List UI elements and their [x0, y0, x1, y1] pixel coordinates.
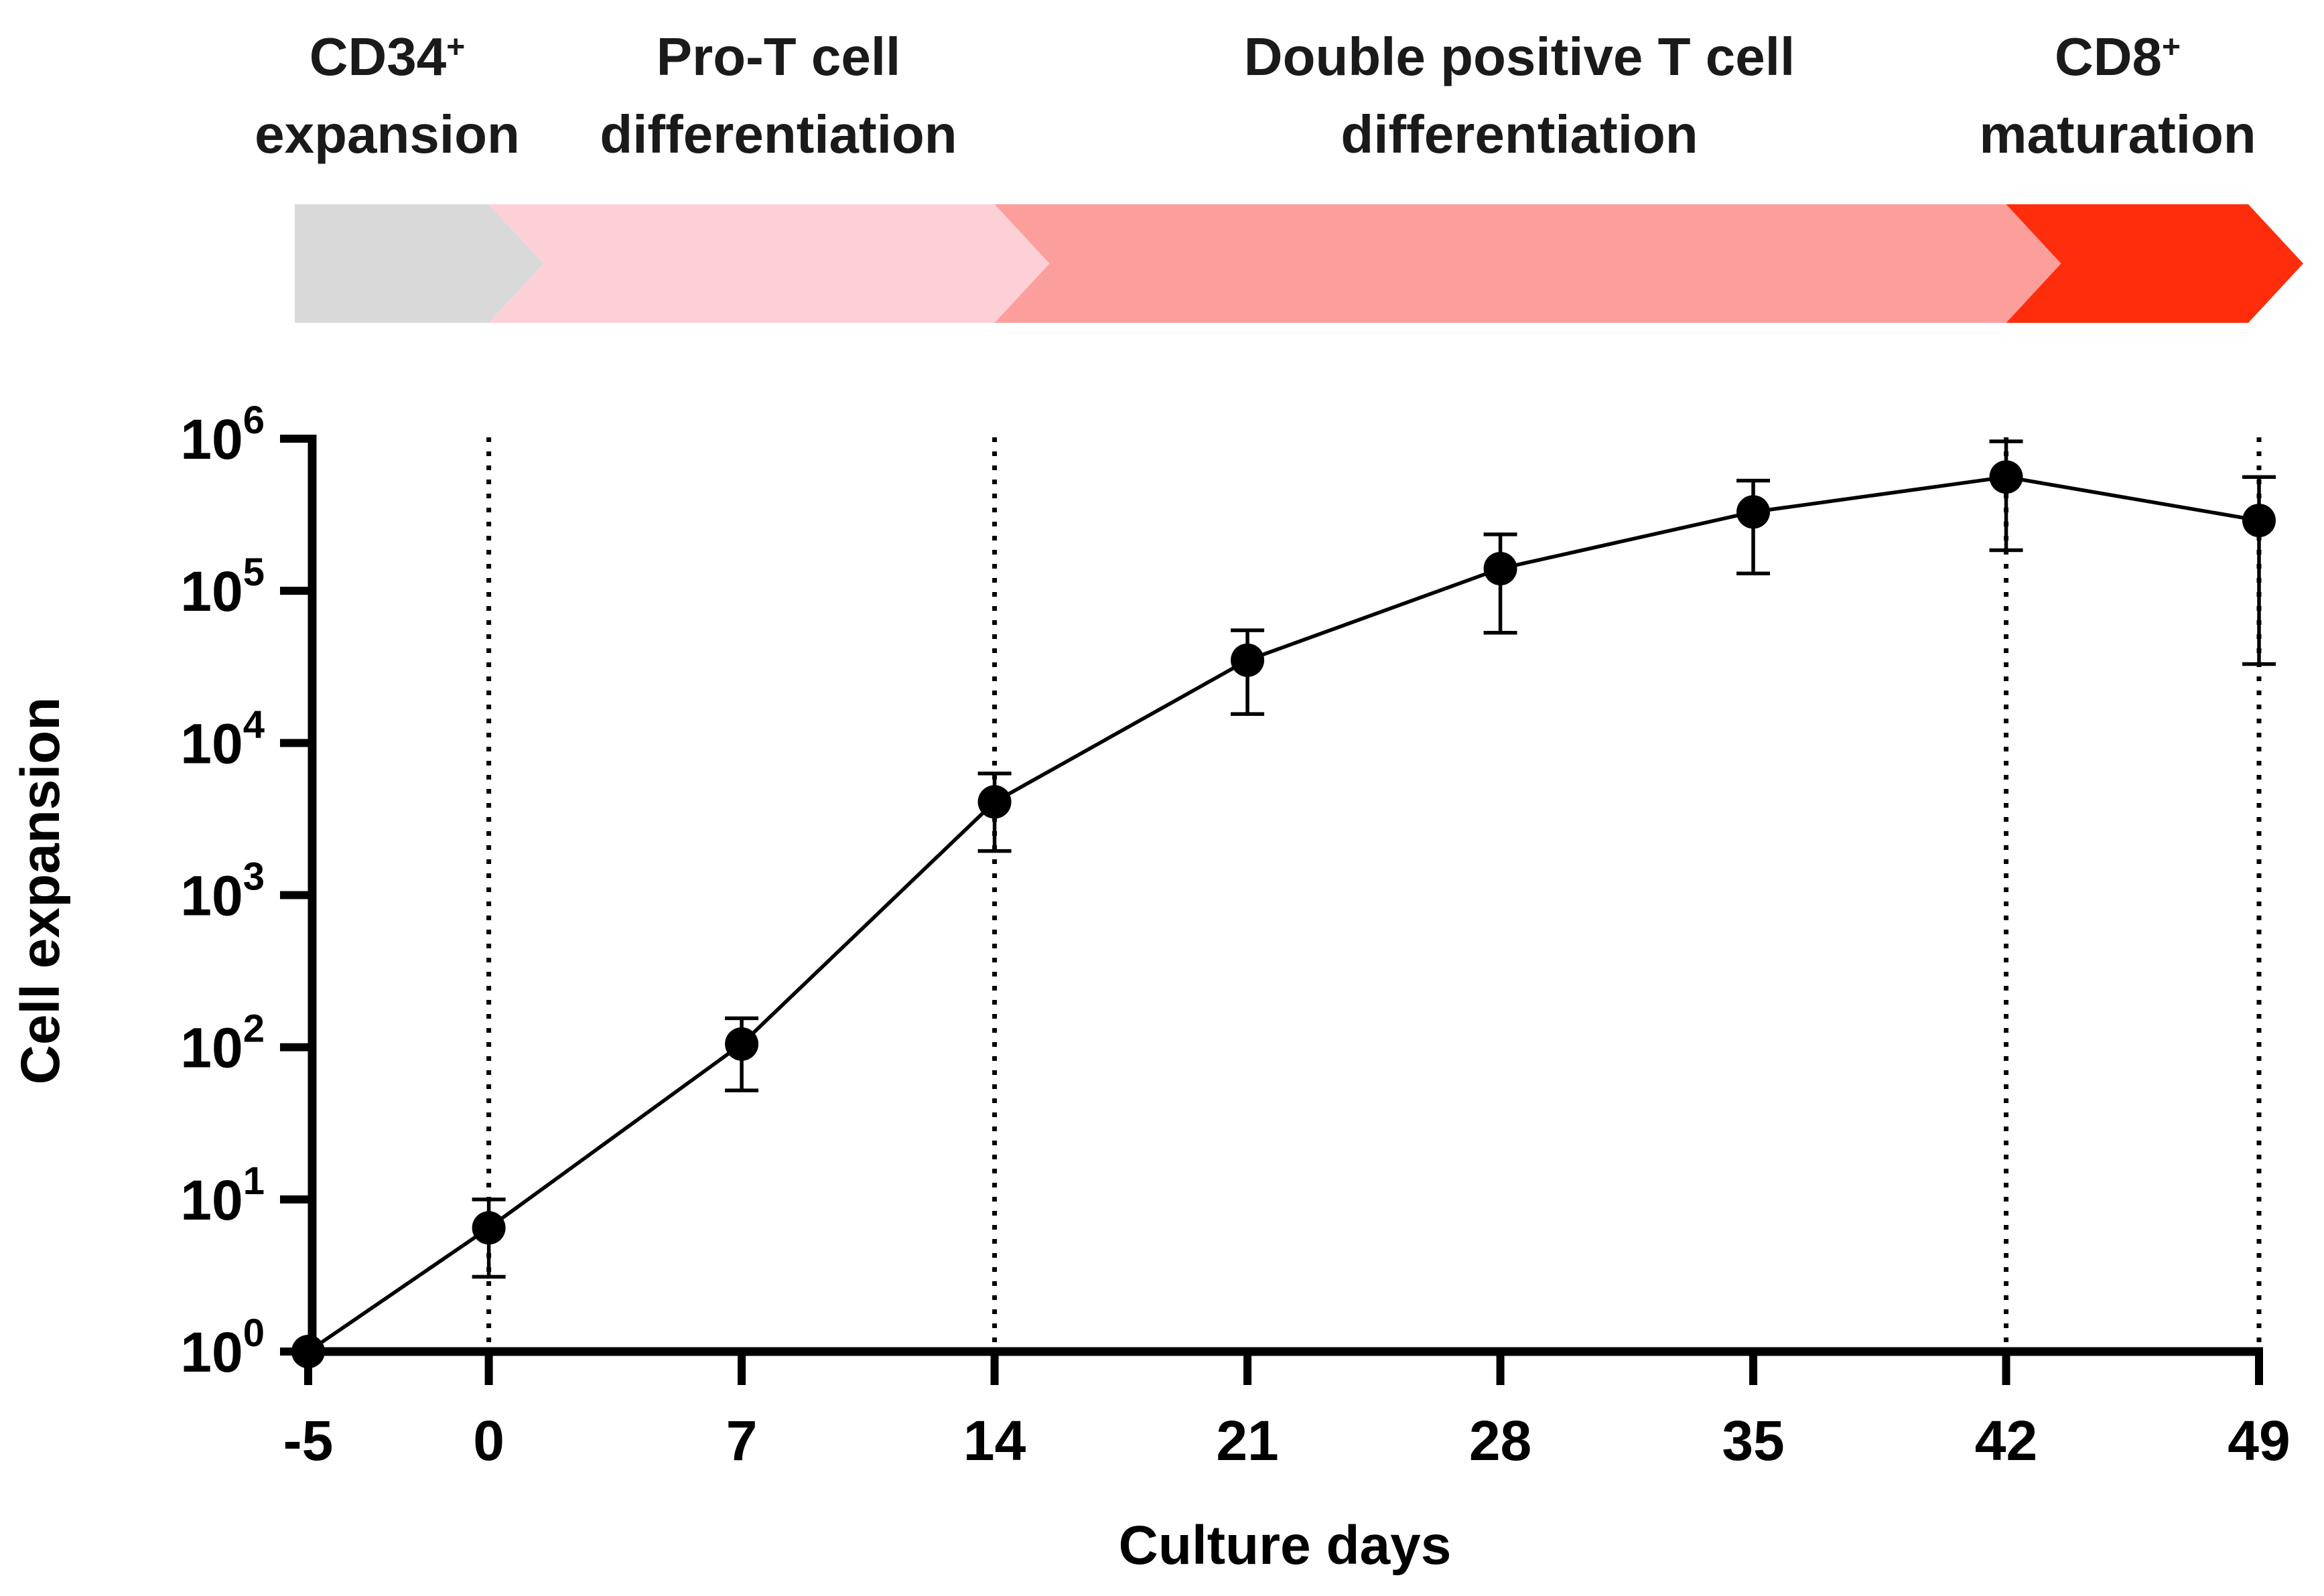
x-tick-label-6: 35 — [1722, 1409, 1784, 1472]
y-axis-ticks: 100 101 102 103 104 105 106 — [180, 398, 312, 1384]
phase-label-pro-t-line2: differentiation — [600, 104, 957, 164]
phase-arrow-pro-t-cell — [488, 204, 1050, 323]
phase-label-double-positive-line2: differentiation — [1341, 104, 1698, 164]
y-tick-label-2: 102 — [180, 1007, 265, 1080]
x-tick-label-8: 49 — [2228, 1409, 2290, 1472]
x-axis-title: Culture days — [1119, 1515, 1452, 1576]
phase-arrow-double-positive — [994, 204, 2061, 323]
y-tick-label-6: 106 — [180, 398, 265, 471]
data-point-day-35 — [1736, 495, 1771, 529]
data-point-day-28 — [1483, 551, 1517, 585]
x-tick-label-1: 0 — [473, 1409, 504, 1472]
data-point-day--5 — [291, 1335, 325, 1368]
x-tick-label-3: 14 — [963, 1409, 1026, 1472]
y-tick-label-3: 103 — [180, 855, 265, 928]
phase-labels: CD34+ expansion Pro-T cell differentiati… — [255, 27, 2256, 164]
data-point-day-49 — [2242, 504, 2276, 538]
phase-arrow-cd34-expansion — [295, 204, 544, 323]
x-tick-label-5: 28 — [1469, 1409, 1531, 1472]
y-tick-label-1: 101 — [180, 1159, 265, 1232]
x-tick-label-2: 7 — [726, 1409, 758, 1472]
series-line-0 — [307, 475, 2260, 1354]
phase-label-cd8: CD8+ — [2055, 27, 2181, 86]
y-tick-label-0: 100 — [180, 1311, 265, 1384]
phase-label-pro-t: Pro-T cell — [657, 27, 901, 86]
phase-label-cd8-line2: maturation — [1979, 104, 2256, 164]
phase-arrows — [295, 204, 2303, 323]
y-axis-title: Cell expansion — [10, 697, 71, 1085]
data-point-day-7 — [725, 1027, 759, 1061]
phase-label-cd34-line2: expansion — [255, 104, 520, 164]
data-series — [291, 439, 2276, 1368]
dotted-phase-lines — [486, 437, 2262, 1352]
phase-label-cd34: CD34+ — [310, 27, 466, 86]
data-point-day-42 — [1989, 460, 2023, 494]
y-tick-label-5: 105 — [180, 551, 265, 623]
x-axis-ticks: -5 0 7 14 21 28 35 42 49 — [283, 1352, 2291, 1472]
phase-label-double-positive: Double positive T cell — [1244, 27, 1795, 86]
data-point-day-14 — [977, 785, 1012, 819]
x-tick-label-4: 21 — [1216, 1409, 1278, 1472]
data-point-day-21 — [1231, 643, 1265, 677]
x-tick-label-0: -5 — [283, 1409, 334, 1472]
axes — [307, 435, 2263, 1356]
data-point-day-0 — [472, 1211, 506, 1245]
x-tick-label-7: 42 — [1975, 1409, 2037, 1472]
y-tick-label-4: 104 — [180, 703, 265, 775]
phase-arrow-cd8-maturation — [2006, 204, 2303, 323]
